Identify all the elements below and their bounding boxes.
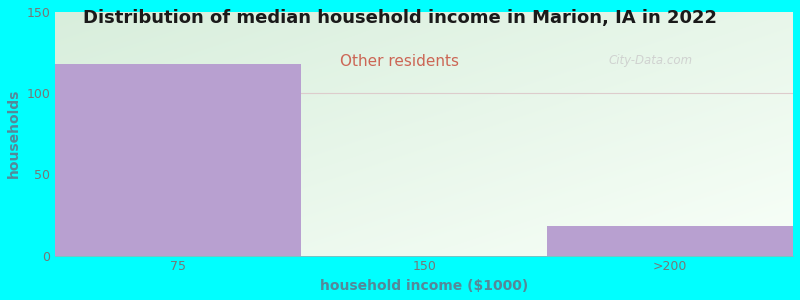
Text: Other residents: Other residents	[341, 54, 459, 69]
X-axis label: household income ($1000): household income ($1000)	[320, 279, 528, 293]
Bar	[55, 64, 301, 256]
Y-axis label: households: households	[7, 89, 21, 178]
Bar	[547, 226, 793, 256]
Text: City-Data.com: City-Data.com	[609, 54, 693, 67]
Text: Distribution of median household income in Marion, IA in 2022: Distribution of median household income …	[83, 9, 717, 27]
